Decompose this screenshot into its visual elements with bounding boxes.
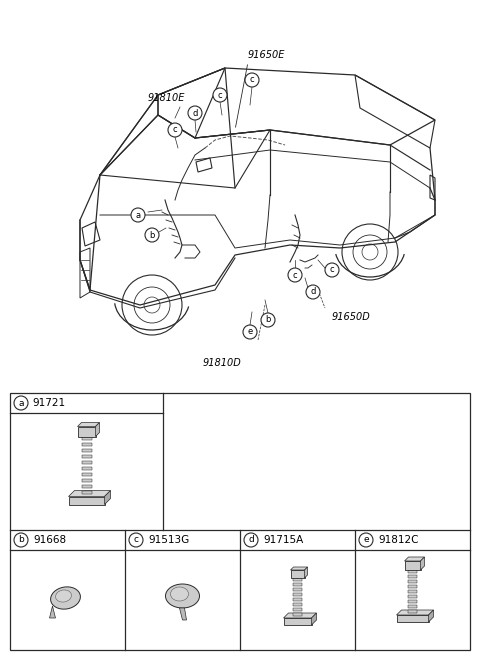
Polygon shape	[69, 491, 110, 497]
Text: c: c	[173, 125, 177, 134]
Bar	[408, 585, 417, 588]
Circle shape	[243, 325, 257, 339]
Ellipse shape	[166, 584, 200, 608]
Text: 91812C: 91812C	[378, 535, 419, 545]
Text: c: c	[250, 75, 254, 85]
Bar	[408, 605, 417, 607]
Bar	[290, 570, 304, 578]
Bar	[82, 485, 92, 488]
Bar	[82, 478, 92, 482]
Polygon shape	[96, 422, 99, 436]
Bar	[408, 570, 417, 573]
Text: d: d	[248, 535, 254, 544]
Text: 91650D: 91650D	[332, 312, 371, 322]
Circle shape	[14, 533, 28, 547]
Bar	[293, 583, 302, 586]
Circle shape	[306, 285, 320, 299]
Bar	[293, 608, 302, 611]
Text: b: b	[265, 316, 271, 325]
Circle shape	[288, 268, 302, 282]
Polygon shape	[304, 567, 308, 578]
Bar	[396, 615, 429, 622]
Polygon shape	[396, 610, 433, 615]
Bar	[293, 598, 302, 601]
Text: c: c	[218, 91, 222, 100]
Text: b: b	[18, 535, 24, 544]
Circle shape	[14, 396, 28, 410]
Polygon shape	[180, 608, 187, 620]
Text: a: a	[135, 211, 141, 220]
Bar	[82, 449, 92, 452]
Circle shape	[261, 313, 275, 327]
Text: 91513G: 91513G	[148, 535, 189, 545]
Bar	[408, 600, 417, 603]
Bar	[408, 610, 417, 613]
Polygon shape	[312, 613, 316, 625]
Circle shape	[213, 88, 227, 102]
Text: a: a	[18, 398, 24, 407]
Bar	[82, 443, 92, 446]
Circle shape	[131, 208, 145, 222]
Text: 91721: 91721	[32, 398, 65, 408]
Ellipse shape	[50, 587, 80, 609]
Bar	[82, 461, 92, 464]
Text: b: b	[149, 230, 155, 239]
Text: d: d	[310, 287, 316, 297]
Polygon shape	[290, 567, 308, 570]
Bar	[293, 588, 302, 591]
Bar	[10, 393, 470, 650]
Circle shape	[145, 228, 159, 242]
Bar	[284, 618, 312, 625]
Bar	[293, 593, 302, 596]
Polygon shape	[284, 613, 316, 618]
Polygon shape	[49, 606, 56, 618]
Polygon shape	[429, 610, 433, 622]
Bar	[408, 595, 417, 598]
Text: 91715A: 91715A	[263, 535, 303, 545]
Polygon shape	[105, 491, 110, 504]
Text: d: d	[192, 108, 198, 117]
Text: c: c	[330, 266, 334, 274]
Polygon shape	[420, 557, 424, 570]
Text: e: e	[247, 327, 252, 337]
Polygon shape	[405, 557, 424, 561]
Bar	[293, 578, 302, 581]
Circle shape	[359, 533, 373, 547]
Circle shape	[325, 263, 339, 277]
Bar	[82, 472, 92, 476]
Text: c: c	[293, 270, 297, 279]
Circle shape	[168, 123, 182, 137]
Text: 91668: 91668	[33, 535, 66, 545]
Bar	[82, 455, 92, 458]
Bar	[82, 491, 92, 494]
Bar	[293, 613, 302, 616]
Ellipse shape	[170, 587, 189, 601]
Polygon shape	[77, 422, 99, 426]
Text: e: e	[363, 535, 369, 544]
Circle shape	[188, 106, 202, 120]
Bar	[82, 436, 92, 440]
Circle shape	[129, 533, 143, 547]
Bar	[408, 575, 417, 578]
Text: 91650E: 91650E	[248, 50, 286, 60]
Circle shape	[245, 73, 259, 87]
Text: 91810E: 91810E	[148, 93, 185, 103]
Circle shape	[244, 533, 258, 547]
Bar	[405, 561, 420, 570]
Bar	[293, 603, 302, 605]
Bar	[69, 497, 105, 504]
Bar	[408, 580, 417, 583]
Ellipse shape	[56, 590, 72, 602]
Text: 91810D: 91810D	[203, 358, 241, 368]
Bar	[77, 426, 96, 436]
Bar	[82, 466, 92, 470]
Bar	[408, 590, 417, 593]
Text: c: c	[133, 535, 139, 544]
